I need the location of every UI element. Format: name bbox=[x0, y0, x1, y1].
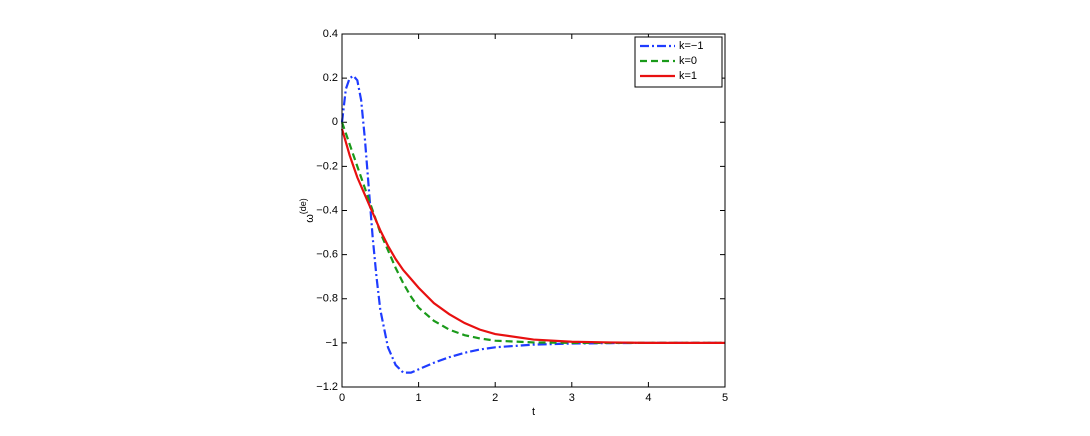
line-series bbox=[340, 121, 725, 344]
x-tick-label: 5 bbox=[722, 392, 728, 404]
x-tick-label: 0 bbox=[339, 392, 345, 404]
y-tick-label: −0.4 bbox=[316, 204, 338, 216]
y-tick-label: 0 bbox=[332, 116, 338, 128]
legend-box bbox=[634, 36, 723, 88]
y-tick-label: −0.8 bbox=[316, 293, 338, 305]
y-tick-label: −1.2 bbox=[316, 381, 338, 393]
x-tick-label: 1 bbox=[416, 392, 422, 404]
legend-label: k=1 bbox=[679, 70, 697, 82]
y-axis-superscript: (de) bbox=[298, 198, 308, 214]
x-tick-label: 3 bbox=[569, 392, 575, 404]
y-tick-label: 0.2 bbox=[323, 72, 338, 84]
x-tick-label: 2 bbox=[492, 392, 498, 404]
y-tick-label: 0.4 bbox=[323, 28, 338, 40]
x-axis-label: t bbox=[532, 406, 535, 418]
line-series bbox=[340, 128, 725, 344]
y-axis-symbol: ω bbox=[304, 214, 316, 223]
y-axis-label: ω(de) bbox=[298, 198, 316, 223]
y-tick-label: −0.2 bbox=[316, 160, 338, 172]
y-tick-label: −0.6 bbox=[316, 249, 338, 261]
line-series bbox=[340, 74, 725, 374]
x-tick-label: 4 bbox=[645, 392, 651, 404]
legend-label: k=−1 bbox=[679, 40, 703, 52]
plot-frame bbox=[341, 33, 726, 388]
legend-label: k=0 bbox=[679, 55, 697, 67]
y-tick-label: −1 bbox=[325, 337, 338, 349]
